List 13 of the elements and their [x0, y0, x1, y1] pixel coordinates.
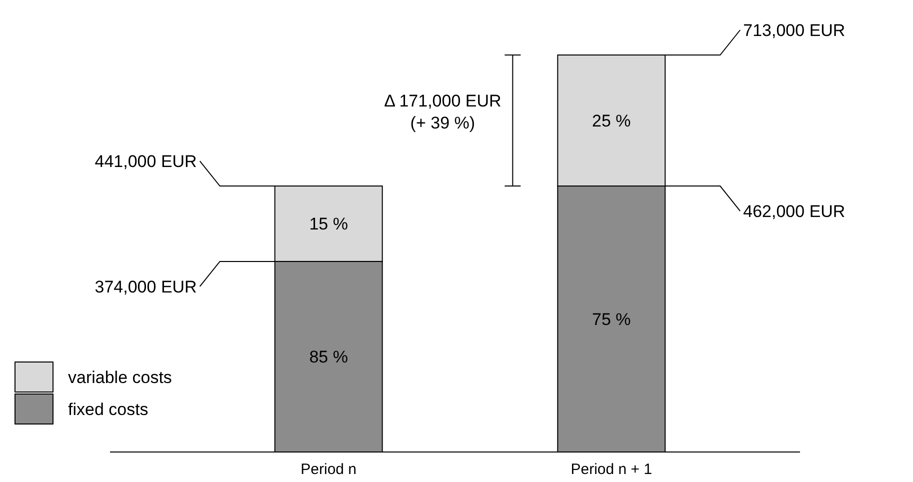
text: 713,000 EUR: [743, 21, 846, 40]
x-tick-label: Period n + 1: [570, 461, 652, 478]
legend-label: fixed costs: [68, 400, 148, 419]
annotation: 85 %: [309, 348, 348, 367]
annotation: Δ 171,000 EUR (+ 39 %): [384, 92, 502, 133]
legend-label: variable costs: [68, 368, 172, 387]
annotation: 462,000 EUR: [743, 202, 846, 222]
x-tick-label: Period n: [300, 461, 357, 478]
annotation: 374,000 EUR: [94, 277, 197, 296]
annotation: 25 %: [592, 112, 631, 131]
annotation: 441,000 EUR: [94, 152, 197, 172]
annotation: 75 %: [592, 310, 631, 330]
annotation: 15 %: [309, 214, 348, 234]
